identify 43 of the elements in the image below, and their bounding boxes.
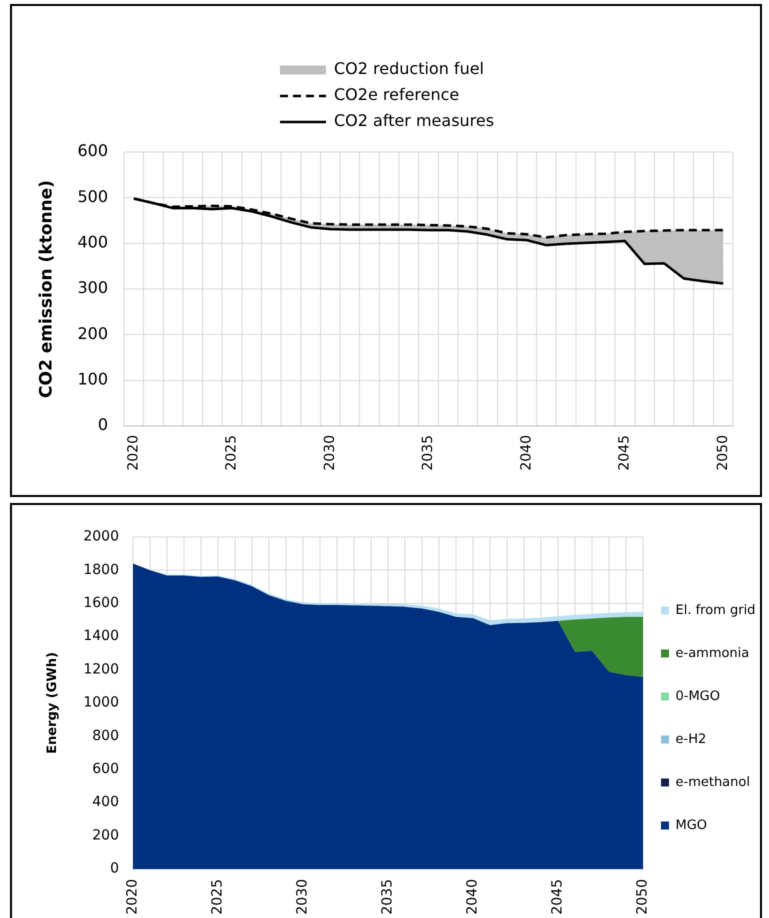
y-tick-label: 200 — [77, 324, 108, 343]
x-tick-label: 2025 — [224, 435, 240, 471]
legend-label: CO2e reference — [334, 85, 460, 104]
y-tick-label: 300 — [77, 278, 108, 298]
x-tick-label: 2025 — [210, 879, 226, 915]
x-tick-label: 2050 — [634, 879, 651, 915]
y-tick-label: 600 — [92, 761, 119, 778]
y-tick-label: 800 — [92, 728, 119, 744]
y-tick-label: 1800 — [83, 562, 119, 578]
y-tick-label: 400 — [77, 232, 108, 252]
y-tick-label: 1200 — [83, 661, 119, 678]
y-tick-label: 1000 — [83, 694, 119, 711]
x-tick-label: 2040 — [464, 879, 481, 915]
x-tick-label: 2030 — [294, 879, 311, 915]
legend-label: MGO — [676, 818, 708, 833]
x-tick-label: 2020 — [125, 435, 142, 471]
legend-label: e-H2 — [676, 732, 706, 747]
y-tick-label: 0 — [110, 860, 119, 877]
y-tick-label: 2000 — [83, 528, 119, 545]
x-tick-label: 2045 — [550, 879, 566, 915]
x-tick-label: 2045 — [616, 435, 633, 471]
x-tick-label: 2035 — [380, 879, 396, 915]
x-tick-label: 2035 — [420, 435, 436, 471]
y-tick-label: 100 — [77, 369, 108, 388]
x-tick-label: 2050 — [714, 435, 731, 471]
y-tick-label: 600 — [77, 141, 108, 160]
y-tick-label: 1400 — [83, 628, 119, 644]
x-tick-label: 2040 — [518, 435, 534, 471]
x-tick-label: 2020 — [124, 879, 141, 915]
legend-label: 0-MGO — [676, 688, 720, 704]
legend-label: El. from grid — [676, 602, 756, 618]
y-tick-label: 200 — [92, 827, 119, 844]
y-tick-label: 1600 — [83, 595, 119, 612]
y-axis-title: CO2 emission (ktonne) — [36, 180, 57, 398]
y-axis-title: Energy (GWh) — [45, 652, 60, 754]
x-tick-label: 2030 — [322, 435, 338, 471]
y-tick-label: 500 — [77, 186, 108, 206]
legend-label: CO2 reduction fuel — [334, 59, 484, 78]
y-tick-label: 0 — [98, 415, 108, 434]
legend-label: CO2 after measures — [334, 111, 494, 130]
y-tick-label: 400 — [92, 794, 119, 810]
legend-label: e-ammonia — [676, 646, 750, 661]
legend-label: e-methanol — [676, 774, 750, 790]
